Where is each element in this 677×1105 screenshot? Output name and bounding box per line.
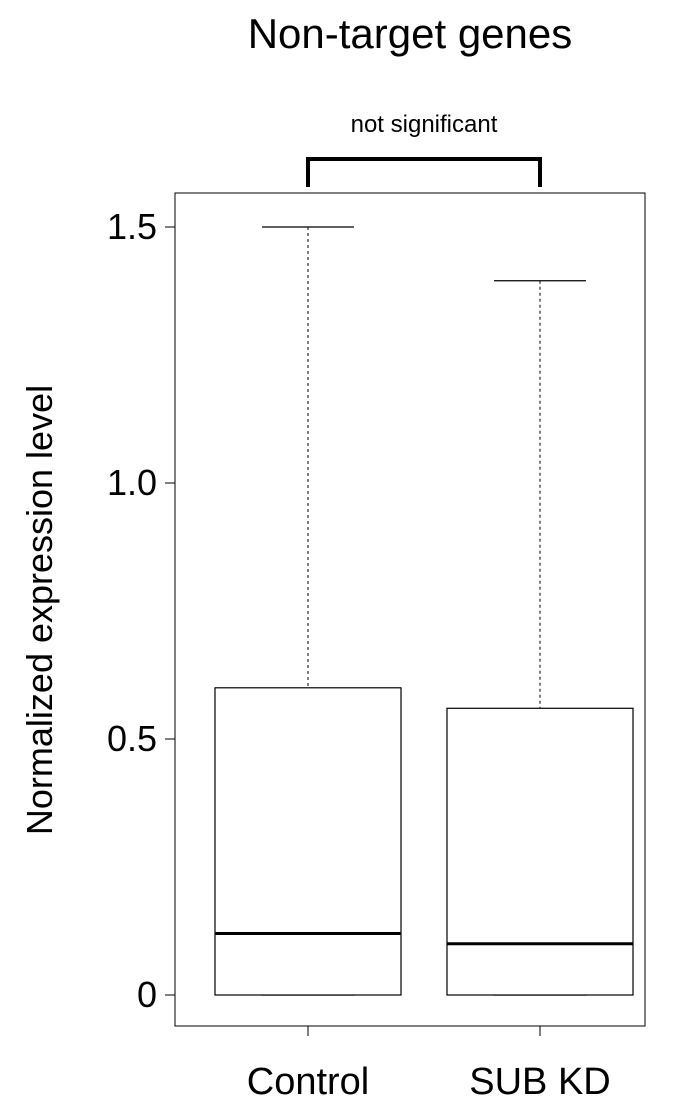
plot-frame <box>174 192 646 1027</box>
box-iqr <box>446 707 634 996</box>
significance-bracket <box>306 157 542 187</box>
y-tick-label: 0.5 <box>107 718 157 759</box>
y-tick-label: 1.5 <box>107 206 157 247</box>
x-category-label: SUB KD <box>469 1061 610 1103</box>
y-axis: 0 0.5 1.0 1.5 <box>107 206 175 1015</box>
y-tick-label: 1.0 <box>107 462 157 503</box>
y-axis-label: Normalized expression level <box>19 385 60 835</box>
x-axis: Control SUB KD <box>247 1026 611 1103</box>
x-category-label: Control <box>247 1061 370 1103</box>
box-iqr <box>214 687 402 996</box>
significance-annotation: not significant <box>351 111 498 138</box>
box-group <box>214 226 634 996</box>
y-tick-label: 0 <box>137 974 157 1015</box>
chart-title: Non-target genes <box>248 10 573 57</box>
